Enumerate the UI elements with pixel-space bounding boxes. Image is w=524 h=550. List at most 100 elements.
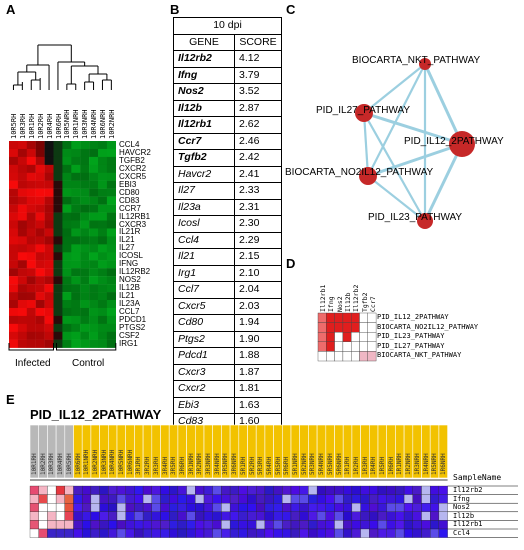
heatmap-e-column-label: 3R6RH (178, 456, 186, 475)
heatmap-e-cell (386, 520, 396, 530)
heatmap-a-cell (9, 220, 19, 229)
heatmap-e-cell (99, 503, 109, 512)
heatmap-e-cell (395, 494, 405, 504)
heatmap-e-cell (186, 485, 196, 495)
heatmap-e-column-label: 1R6RH (387, 456, 395, 475)
heatmap-a-cell (35, 141, 45, 150)
score-table-gene: Ebi3 (173, 396, 235, 414)
heatmap-a-cell (35, 236, 45, 245)
heatmap-e-cell (99, 494, 109, 504)
score-table-score: 2.46 (234, 132, 282, 150)
heatmap-a-cell (62, 260, 72, 269)
heatmap-e-column-label: 10R3NRH (100, 449, 108, 475)
heatmap-a-cell (17, 204, 27, 213)
heatmap-e-cell (273, 528, 283, 538)
score-table-row: Il12b 2.87 (173, 99, 282, 117)
heatmap-e-cell (282, 511, 292, 521)
heatmap-e-cell (256, 511, 266, 521)
heatmap-a-gene-label: CXCR5 (119, 171, 147, 181)
heatmap-a-cell (26, 164, 36, 173)
matrix-cell (367, 341, 377, 352)
heatmap-a-cell (9, 148, 19, 158)
heatmap-a-cell (62, 188, 72, 197)
heatmap-a-cell (71, 323, 81, 332)
heatmap-a-cell (53, 268, 63, 277)
heatmap-a-column-label: 10R1NRH (72, 109, 81, 139)
heatmap-a-cell (62, 300, 72, 309)
heatmap-e-cell (264, 511, 274, 521)
heatmap-a-gene-label: CXCR3 (119, 219, 147, 229)
heatmap-e-cell (256, 520, 266, 530)
score-table-row: Cxcr3 1.87 (173, 363, 282, 381)
matrix-gene-label: Il12rb2 (352, 284, 361, 312)
heatmap-e-cell (203, 485, 213, 495)
heatmap-a-cell (106, 300, 116, 309)
heatmap-e-cell (47, 511, 57, 521)
sample-name-label: SampleName (453, 473, 502, 482)
heatmap-a-cell (9, 276, 19, 285)
heatmap-e-cell (264, 494, 274, 504)
heatmap-a-cell (62, 164, 72, 173)
score-table-row: Cxcr2 1.81 (173, 380, 282, 398)
heatmap-a-cell (53, 164, 63, 173)
heatmap-a-cell (62, 236, 72, 245)
matrix-cell (351, 332, 360, 343)
heatmap-e-cell (64, 503, 74, 512)
heatmap-e-cell (29, 503, 39, 512)
heatmap-a-cell (26, 331, 36, 340)
heatmap-e-gene-label: Il12rb2 (453, 486, 483, 494)
heatmap-a-cell (26, 172, 36, 181)
heatmap-a-cell (17, 252, 27, 261)
heatmap-a-cell (80, 323, 90, 332)
panel-label-b: B (170, 2, 180, 17)
heatmap-a-cell (106, 164, 116, 173)
panel-label-c: C (286, 2, 296, 17)
heatmap-a-cell (62, 323, 72, 332)
heatmap-e-cell (186, 503, 196, 512)
matrix-cell (317, 351, 327, 362)
heatmap-e-cell (55, 494, 65, 504)
heatmap-e-cell (438, 511, 448, 521)
heatmap-a-cell (26, 236, 36, 245)
heatmap-a-cell (44, 148, 54, 158)
heatmap-e-cell (316, 503, 326, 512)
heatmap-a-cell (89, 284, 99, 293)
matrix-cell (334, 322, 344, 333)
heatmap-a-cell (98, 228, 108, 237)
heatmap-e-column-label: 10R4NRH (109, 449, 117, 475)
heatmap-a-cell (44, 156, 54, 166)
heatmap-e-cell (195, 503, 205, 512)
heatmap-e-cell (169, 503, 179, 512)
heatmap-a-column-label: 10R6NRH (99, 109, 107, 139)
heatmap-a-gene-label: PTGS2 (119, 322, 146, 332)
heatmap-a-cell (98, 212, 108, 221)
heatmap-e-cell (325, 503, 335, 512)
heatmap-e-cell (290, 494, 300, 504)
heatmap-e-cell (273, 485, 283, 495)
heatmap-e-cell (203, 511, 213, 521)
heatmap-a-cell (80, 188, 90, 197)
heatmap-a-cell (9, 292, 19, 301)
matrix-pathway-label: PID_IL12_2PATHWAY (377, 313, 449, 321)
heatmap-a-cell (17, 196, 27, 205)
heatmap-a-cell (53, 331, 63, 340)
heatmap-e-cell (430, 528, 440, 538)
heatmap-a-cell (98, 172, 108, 181)
heatmap-e-cell (212, 528, 222, 538)
score-table-row: Ebi3 1.63 (173, 396, 282, 414)
matrix-gene-label: Ifng (327, 296, 336, 312)
heatmap-e-cell (38, 511, 48, 521)
heatmap-e-cell (343, 528, 353, 538)
heatmap-e-gene-label: Ifng (453, 494, 470, 503)
heatmap-a-cell (53, 212, 63, 221)
heatmap-a-cell (71, 148, 81, 158)
heatmap-e-cell (108, 520, 118, 530)
heatmap-a-cell (26, 323, 36, 332)
heatmap-e-cell (229, 511, 239, 521)
heatmap-e-cell (134, 485, 144, 495)
heatmap-a-cell (71, 268, 81, 277)
heatmap-e-cell (134, 511, 144, 521)
heatmap-e-cell (160, 494, 170, 504)
score-table-score: 1.88 (234, 347, 282, 365)
heatmap-e-cell (290, 485, 300, 495)
